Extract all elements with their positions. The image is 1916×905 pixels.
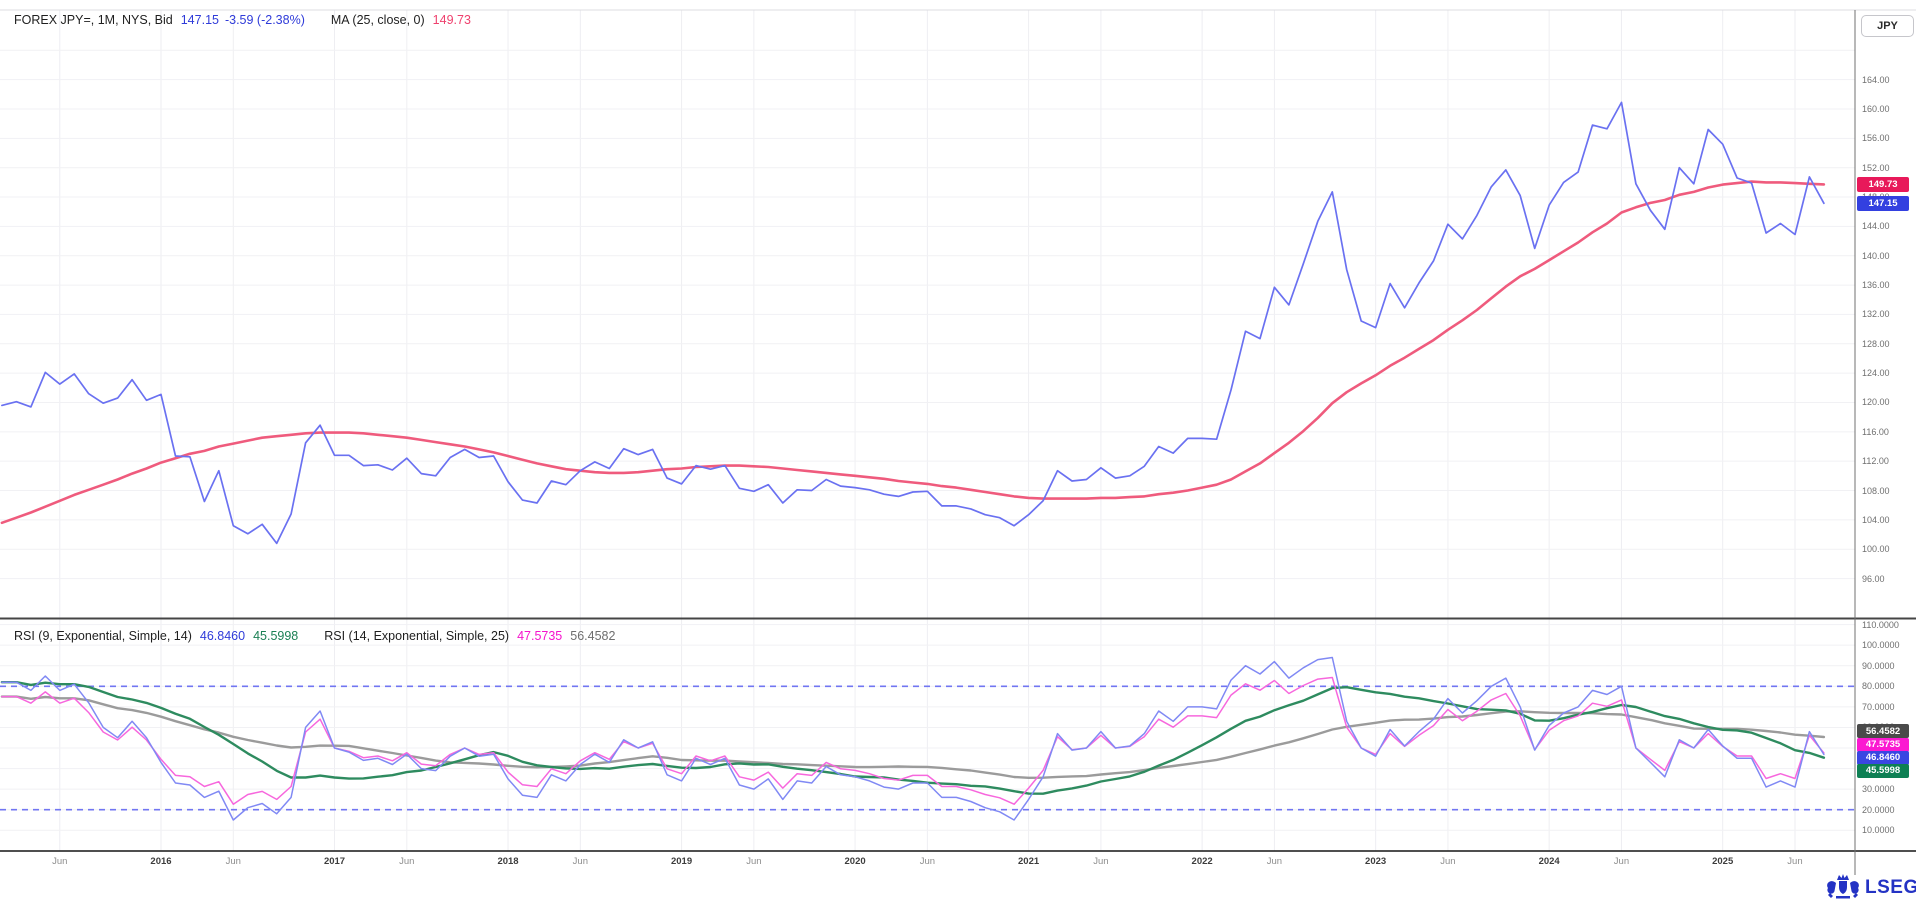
price-axis-label: 100.00: [1862, 544, 1890, 555]
price-axis-label: 124.00: [1862, 368, 1890, 379]
time-axis-label-jun: Jun: [1266, 856, 1283, 867]
time-axis-label-2025: 2025: [1712, 856, 1734, 867]
last-price-value: 147.15: [180, 13, 219, 27]
price-line: [1, 101, 1825, 545]
ma-indicator-value: 149.73: [432, 13, 471, 27]
time-axis-label-jun: Jun: [1093, 856, 1109, 867]
price-axis-badge: 149.73: [1857, 176, 1909, 192]
price-change-value: -3.59 (-2.38%): [224, 13, 305, 27]
lseg-logo: LSEG: [1826, 874, 1916, 901]
rsi14_ma25-line: [0, 695, 1826, 779]
time-axis-label-2020: 2020: [844, 856, 866, 867]
rsi-axis-badge: 47.5735: [1857, 737, 1909, 752]
ma25-line: [0, 180, 1826, 525]
time-axis-label-jun: Jun: [919, 856, 936, 867]
rsi9-ma-value: 45.5998: [253, 629, 299, 643]
rsi-axis-badge: 56.4582: [1857, 724, 1909, 738]
time-axis-label-2024: 2024: [1538, 856, 1560, 867]
instrument-title: FOREX JPY=, 1M, NYS, Bid: [14, 13, 173, 27]
rsi-axis-label: 70.0000: [1862, 701, 1895, 712]
time-axis-label-2021: 2021: [1018, 856, 1040, 867]
price-axis-label: 112.00: [1862, 456, 1889, 467]
time-axis-label-jun: Jun: [746, 856, 762, 867]
rsi-legend: RSI (9, Exponential, Simple, 14) 46.8460…: [14, 629, 615, 643]
rsi14-value: 47.5735: [517, 629, 563, 643]
price-axis-label: 128.00: [1862, 338, 1890, 349]
time-axis-label-2022: 2022: [1191, 856, 1213, 867]
rsi-axis-label: 100.0000: [1862, 640, 1900, 651]
rsi-axis-label: 10.0000: [1862, 825, 1895, 836]
lseg-crest-icon: [1827, 874, 1859, 899]
price-axis-label: 116.00: [1862, 426, 1889, 437]
price-axis-label: 144.00: [1862, 221, 1890, 232]
price-axis-label: 152.00: [1862, 162, 1890, 173]
price-legend: FOREX JPY=, 1M, NYS, Bid 147.15 -3.59 (-…: [14, 13, 471, 27]
time-axis-label-jun: Jun: [572, 856, 588, 867]
rsi9-label: RSI (9, Exponential, Simple, 14): [14, 629, 192, 643]
ma-indicator-label: MA (25, close, 0): [330, 13, 425, 27]
time-axis-label-2016: 2016: [150, 856, 172, 867]
lseg-wordmark: LSEG: [1865, 876, 1916, 898]
price-axis-label: 156.00: [1862, 133, 1890, 144]
time-axis-label-2018: 2018: [497, 856, 519, 867]
time-axis-label-2017: 2017: [323, 856, 346, 867]
rsi-axis-label: 80.0000: [1862, 681, 1895, 692]
price-axis-label: 160.00: [1862, 104, 1890, 114]
price-axis-label: 108.00: [1862, 485, 1890, 496]
time-axis-label-jun: Jun: [1613, 856, 1630, 867]
price-axis-label: 96.00: [1862, 573, 1885, 584]
time-axis-label-jun: Jun: [52, 856, 68, 867]
rsi-axis-label: 20.0000: [1862, 804, 1895, 815]
rsi9_ma14-line: [0, 681, 1826, 795]
rsi9-line: [1, 656, 1825, 821]
time-axis-label-2019: 2019: [670, 856, 693, 867]
rsi14-line: [1, 676, 1825, 805]
time-axis-label-jun: Jun: [1440, 856, 1456, 867]
time-axis-label-jun: Jun: [399, 856, 415, 867]
rsi9-value: 46.8460: [199, 629, 246, 643]
price-axis-label: 140.00: [1862, 250, 1890, 261]
time-axis-label-jun: Jun: [225, 856, 241, 867]
rsi-axis-badge: 46.8460: [1857, 750, 1909, 765]
price-axis-label: 104.00: [1862, 514, 1890, 525]
price-axis-label: 120.00: [1862, 397, 1890, 408]
rsi-axis-label: 110.0000: [1862, 619, 1899, 630]
price-axis-label: 164.00: [1862, 74, 1890, 85]
rsi14-label: RSI (14, Exponential, Simple, 25): [324, 629, 510, 643]
price-axis-badge: 147.15: [1857, 195, 1909, 211]
rsi-axis-label: 90.0000: [1862, 660, 1895, 671]
price-axis-label: 136.00: [1862, 280, 1890, 291]
rsi-axis-badge: 45.5998: [1857, 763, 1909, 778]
rsi14-ma-value: 56.4582: [570, 629, 616, 643]
time-axis-label-2023: 2023: [1365, 856, 1387, 867]
rsi-axis-label: 30.0000: [1862, 784, 1895, 795]
currency-axis-button[interactable]: JPY: [1861, 15, 1914, 37]
time-axis-label-jun: Jun: [1787, 856, 1803, 867]
price-axis-label: 132.00: [1862, 309, 1890, 320]
